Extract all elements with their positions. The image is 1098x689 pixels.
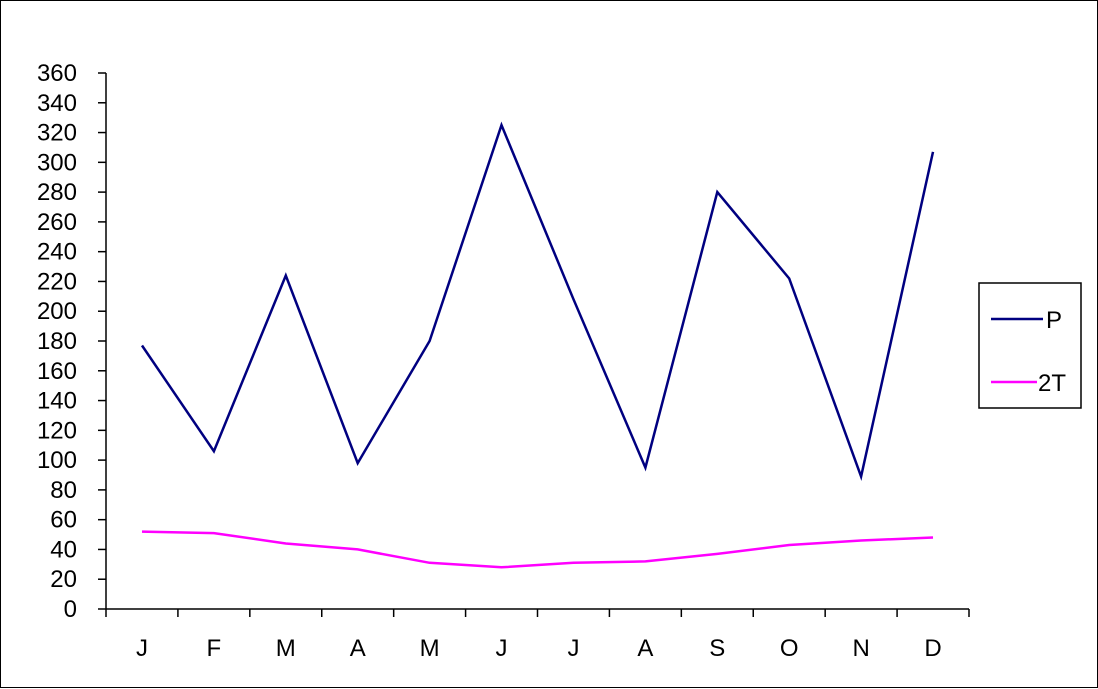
- y-tick-label: 20: [50, 566, 77, 593]
- y-tick-label: 280: [37, 179, 77, 206]
- y-tick-label: 220: [37, 268, 77, 295]
- y-tick-label: 340: [37, 90, 77, 117]
- y-tick-label: 80: [50, 477, 77, 504]
- x-tick-label: F: [207, 635, 222, 662]
- y-tick-label: 360: [37, 60, 77, 87]
- x-tick-label: S: [709, 635, 725, 662]
- axes: [105, 73, 969, 610]
- x-tick-label: A: [637, 635, 653, 662]
- series-line-2t: [141, 530, 934, 569]
- y-tick-label: 300: [37, 149, 77, 176]
- y-tick-label: 120: [37, 417, 77, 444]
- x-tick-label: N: [852, 635, 869, 662]
- y-tick-label: 260: [37, 209, 77, 236]
- y-tick-label: 200: [37, 298, 77, 325]
- x-tick-label: M: [276, 635, 296, 662]
- y-tick-label: 160: [37, 358, 77, 385]
- legend-label-p: P: [1046, 307, 1062, 334]
- x-tick-label: D: [924, 635, 941, 662]
- y-tick-label: 0: [64, 596, 77, 623]
- legend-box: [978, 282, 1082, 409]
- legend: P 2T: [978, 282, 1082, 409]
- x-tick-label: M: [420, 635, 440, 662]
- y-tick-label: 180: [37, 328, 77, 355]
- series-layer: [140, 121, 935, 569]
- series-line-p: [140, 121, 935, 481]
- y-tick-label: 240: [37, 239, 77, 266]
- x-tick-label: J: [136, 635, 148, 662]
- y-tick-label: 100: [37, 447, 77, 474]
- y-tick-label: 140: [37, 388, 77, 415]
- x-tick-label: A: [350, 635, 366, 662]
- y-tick-label: 60: [50, 507, 77, 534]
- x-tick-label: J: [567, 635, 579, 662]
- y-tick-label: 320: [37, 120, 77, 147]
- legend-label-2t: 2T: [1038, 370, 1066, 397]
- y-tick-label: 40: [50, 536, 77, 563]
- x-tick-label: O: [780, 635, 799, 662]
- x-tick-label: J: [496, 635, 508, 662]
